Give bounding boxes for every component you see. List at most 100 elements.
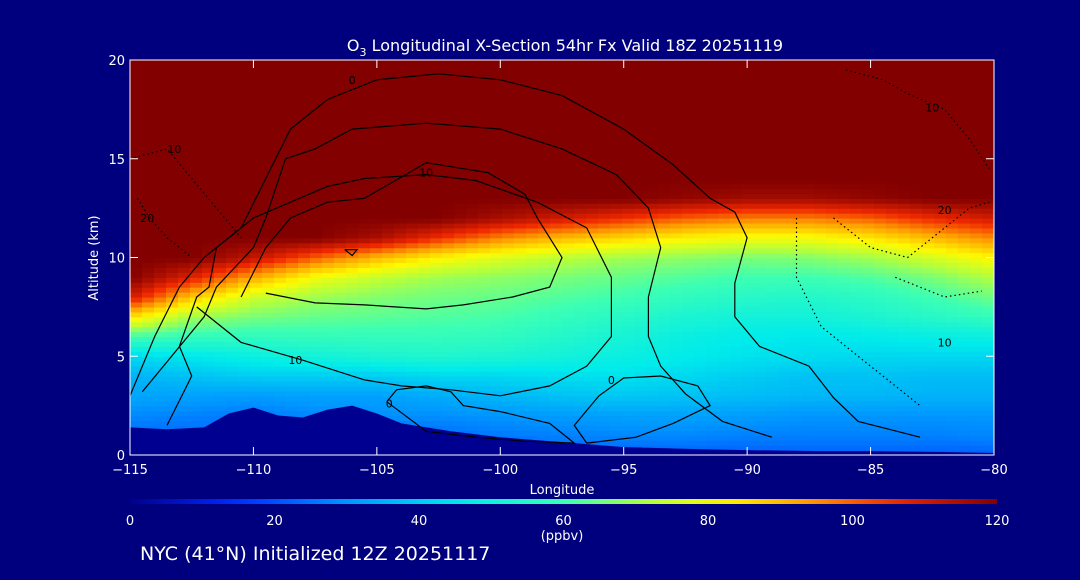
heatmap-cell — [430, 222, 443, 229]
heatmap-cell — [466, 306, 479, 313]
heatmap-cell — [166, 277, 179, 283]
heatmap-cell — [646, 385, 659, 392]
heatmap-cell — [178, 346, 191, 352]
heatmap-cell — [706, 301, 719, 308]
heatmap-cell — [946, 143, 959, 150]
heatmap-cell — [922, 420, 935, 426]
heatmap-cell — [178, 178, 191, 185]
heatmap-cell — [958, 168, 971, 175]
heatmap-cell — [670, 148, 683, 155]
heatmap-cell — [778, 272, 791, 278]
heatmap-cell — [586, 218, 599, 224]
heatmap-cell — [298, 371, 311, 377]
heatmap-cell — [334, 218, 347, 224]
heatmap-cell — [178, 168, 191, 175]
heatmap-cell — [934, 297, 947, 303]
heatmap-cell — [286, 139, 299, 145]
heatmap-cell — [598, 227, 611, 234]
heatmap-cell — [910, 143, 923, 150]
heatmap-cell — [670, 356, 683, 362]
heatmap-cell — [850, 351, 863, 357]
heatmap-cell — [706, 316, 719, 323]
heatmap-cell — [142, 148, 155, 155]
heatmap-cell — [478, 173, 491, 180]
heatmap-cell — [730, 341, 743, 347]
heatmap-cell — [418, 153, 431, 160]
heatmap-cell — [718, 326, 731, 333]
heatmap-cell — [538, 292, 551, 298]
heatmap-cell — [526, 134, 539, 140]
heatmap-cell — [514, 316, 527, 323]
heatmap-cell — [886, 119, 899, 125]
heatmap-cell — [358, 292, 371, 298]
heatmap-cell — [346, 346, 359, 352]
heatmap-cell — [586, 430, 599, 436]
heatmap-cell — [730, 366, 743, 372]
heatmap-cell — [622, 119, 635, 125]
heatmap-cell — [526, 222, 539, 229]
heatmap-cell — [442, 351, 455, 357]
heatmap-cell — [502, 114, 515, 120]
heatmap-cell — [370, 400, 383, 407]
heatmap-cell — [934, 321, 947, 328]
heatmap-cell — [946, 252, 959, 259]
heatmap-cell — [670, 139, 683, 145]
heatmap-cell — [934, 203, 947, 209]
heatmap-cell — [370, 311, 383, 318]
heatmap-cell — [886, 242, 899, 249]
heatmap-cell — [322, 356, 335, 362]
heatmap-cell — [358, 168, 371, 175]
heatmap-cell — [298, 380, 311, 387]
heatmap-cell — [322, 129, 335, 135]
heatmap-cell — [766, 237, 779, 244]
heatmap-cell — [682, 153, 695, 160]
heatmap-cell — [178, 119, 191, 125]
heatmap-cell — [154, 134, 167, 140]
heatmap-cell — [610, 376, 623, 382]
heatmap-cell — [862, 380, 875, 387]
heatmap-cell — [310, 316, 323, 323]
heatmap-cell — [346, 237, 359, 244]
heatmap-cell — [178, 163, 191, 170]
heatmap-cell — [862, 198, 875, 204]
heatmap-cell — [910, 400, 923, 407]
heatmap-cell — [538, 129, 551, 135]
heatmap-cell — [418, 395, 431, 402]
heatmap-cell — [814, 336, 827, 343]
heatmap-cell — [802, 267, 815, 273]
heatmap-cell — [562, 326, 575, 333]
heatmap-cell — [142, 222, 155, 229]
heatmap-cell — [478, 351, 491, 357]
heatmap-cell — [286, 148, 299, 155]
heatmap-cell — [538, 173, 551, 180]
heatmap-cell — [238, 400, 251, 407]
heatmap-cell — [814, 173, 827, 180]
heatmap-cell — [322, 326, 335, 333]
heatmap-cell — [262, 341, 275, 347]
heatmap-cell — [274, 178, 287, 185]
heatmap-cell — [250, 400, 263, 407]
heatmap-cell — [370, 109, 383, 115]
heatmap-cell — [610, 371, 623, 377]
heatmap-cell — [838, 163, 851, 170]
heatmap-cell — [142, 376, 155, 382]
heatmap-cell — [298, 173, 311, 180]
heatmap-cell — [214, 356, 227, 362]
heatmap-cell — [838, 336, 851, 343]
heatmap-cell — [202, 341, 215, 347]
heatmap-cell — [886, 440, 899, 446]
heatmap-cell — [454, 376, 467, 382]
heatmap-cell — [382, 292, 395, 298]
heatmap-cell — [238, 168, 251, 175]
heatmap-cell — [262, 257, 275, 264]
heatmap-cell — [562, 247, 575, 254]
heatmap-cell — [298, 188, 311, 194]
heatmap-cell — [694, 237, 707, 244]
heatmap-cell — [478, 331, 491, 338]
heatmap-cell — [622, 400, 635, 407]
heatmap-cell — [430, 163, 443, 170]
heatmap-cell — [610, 395, 623, 402]
heatmap-cell — [550, 218, 563, 224]
heatmap-cell — [442, 178, 455, 185]
heatmap-cell — [166, 425, 179, 431]
